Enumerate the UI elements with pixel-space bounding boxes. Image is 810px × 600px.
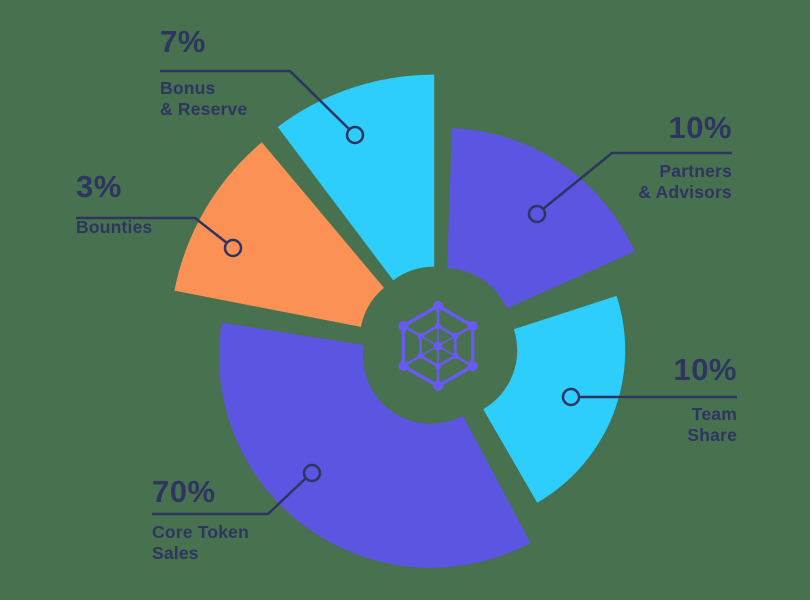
hexagon-network-icon — [398, 301, 478, 391]
leader-lines — [76, 69, 737, 516]
leader-line-core-token-sales — [152, 477, 307, 516]
leader-marker-partners-advisors — [527, 204, 547, 224]
icon-center-node — [433, 341, 443, 351]
leader-marker-bounties — [223, 238, 243, 258]
leader-marker-team-share — [561, 387, 581, 407]
slice-core-token-sales — [219, 322, 531, 568]
pie-slices — [174, 74, 635, 568]
slice-bounties — [174, 142, 384, 327]
leader-line-bonus-reserve — [160, 69, 350, 130]
leader-line-bounties — [76, 216, 228, 244]
slice-team-share — [483, 295, 626, 503]
leader-marker-bonus-reserve — [345, 125, 365, 145]
slice-bonus-reserve — [277, 74, 435, 281]
slice-partners-advisors — [447, 128, 635, 309]
leader-marker-core-token-sales — [302, 463, 322, 483]
leader-line-partners-advisors — [542, 151, 732, 210]
